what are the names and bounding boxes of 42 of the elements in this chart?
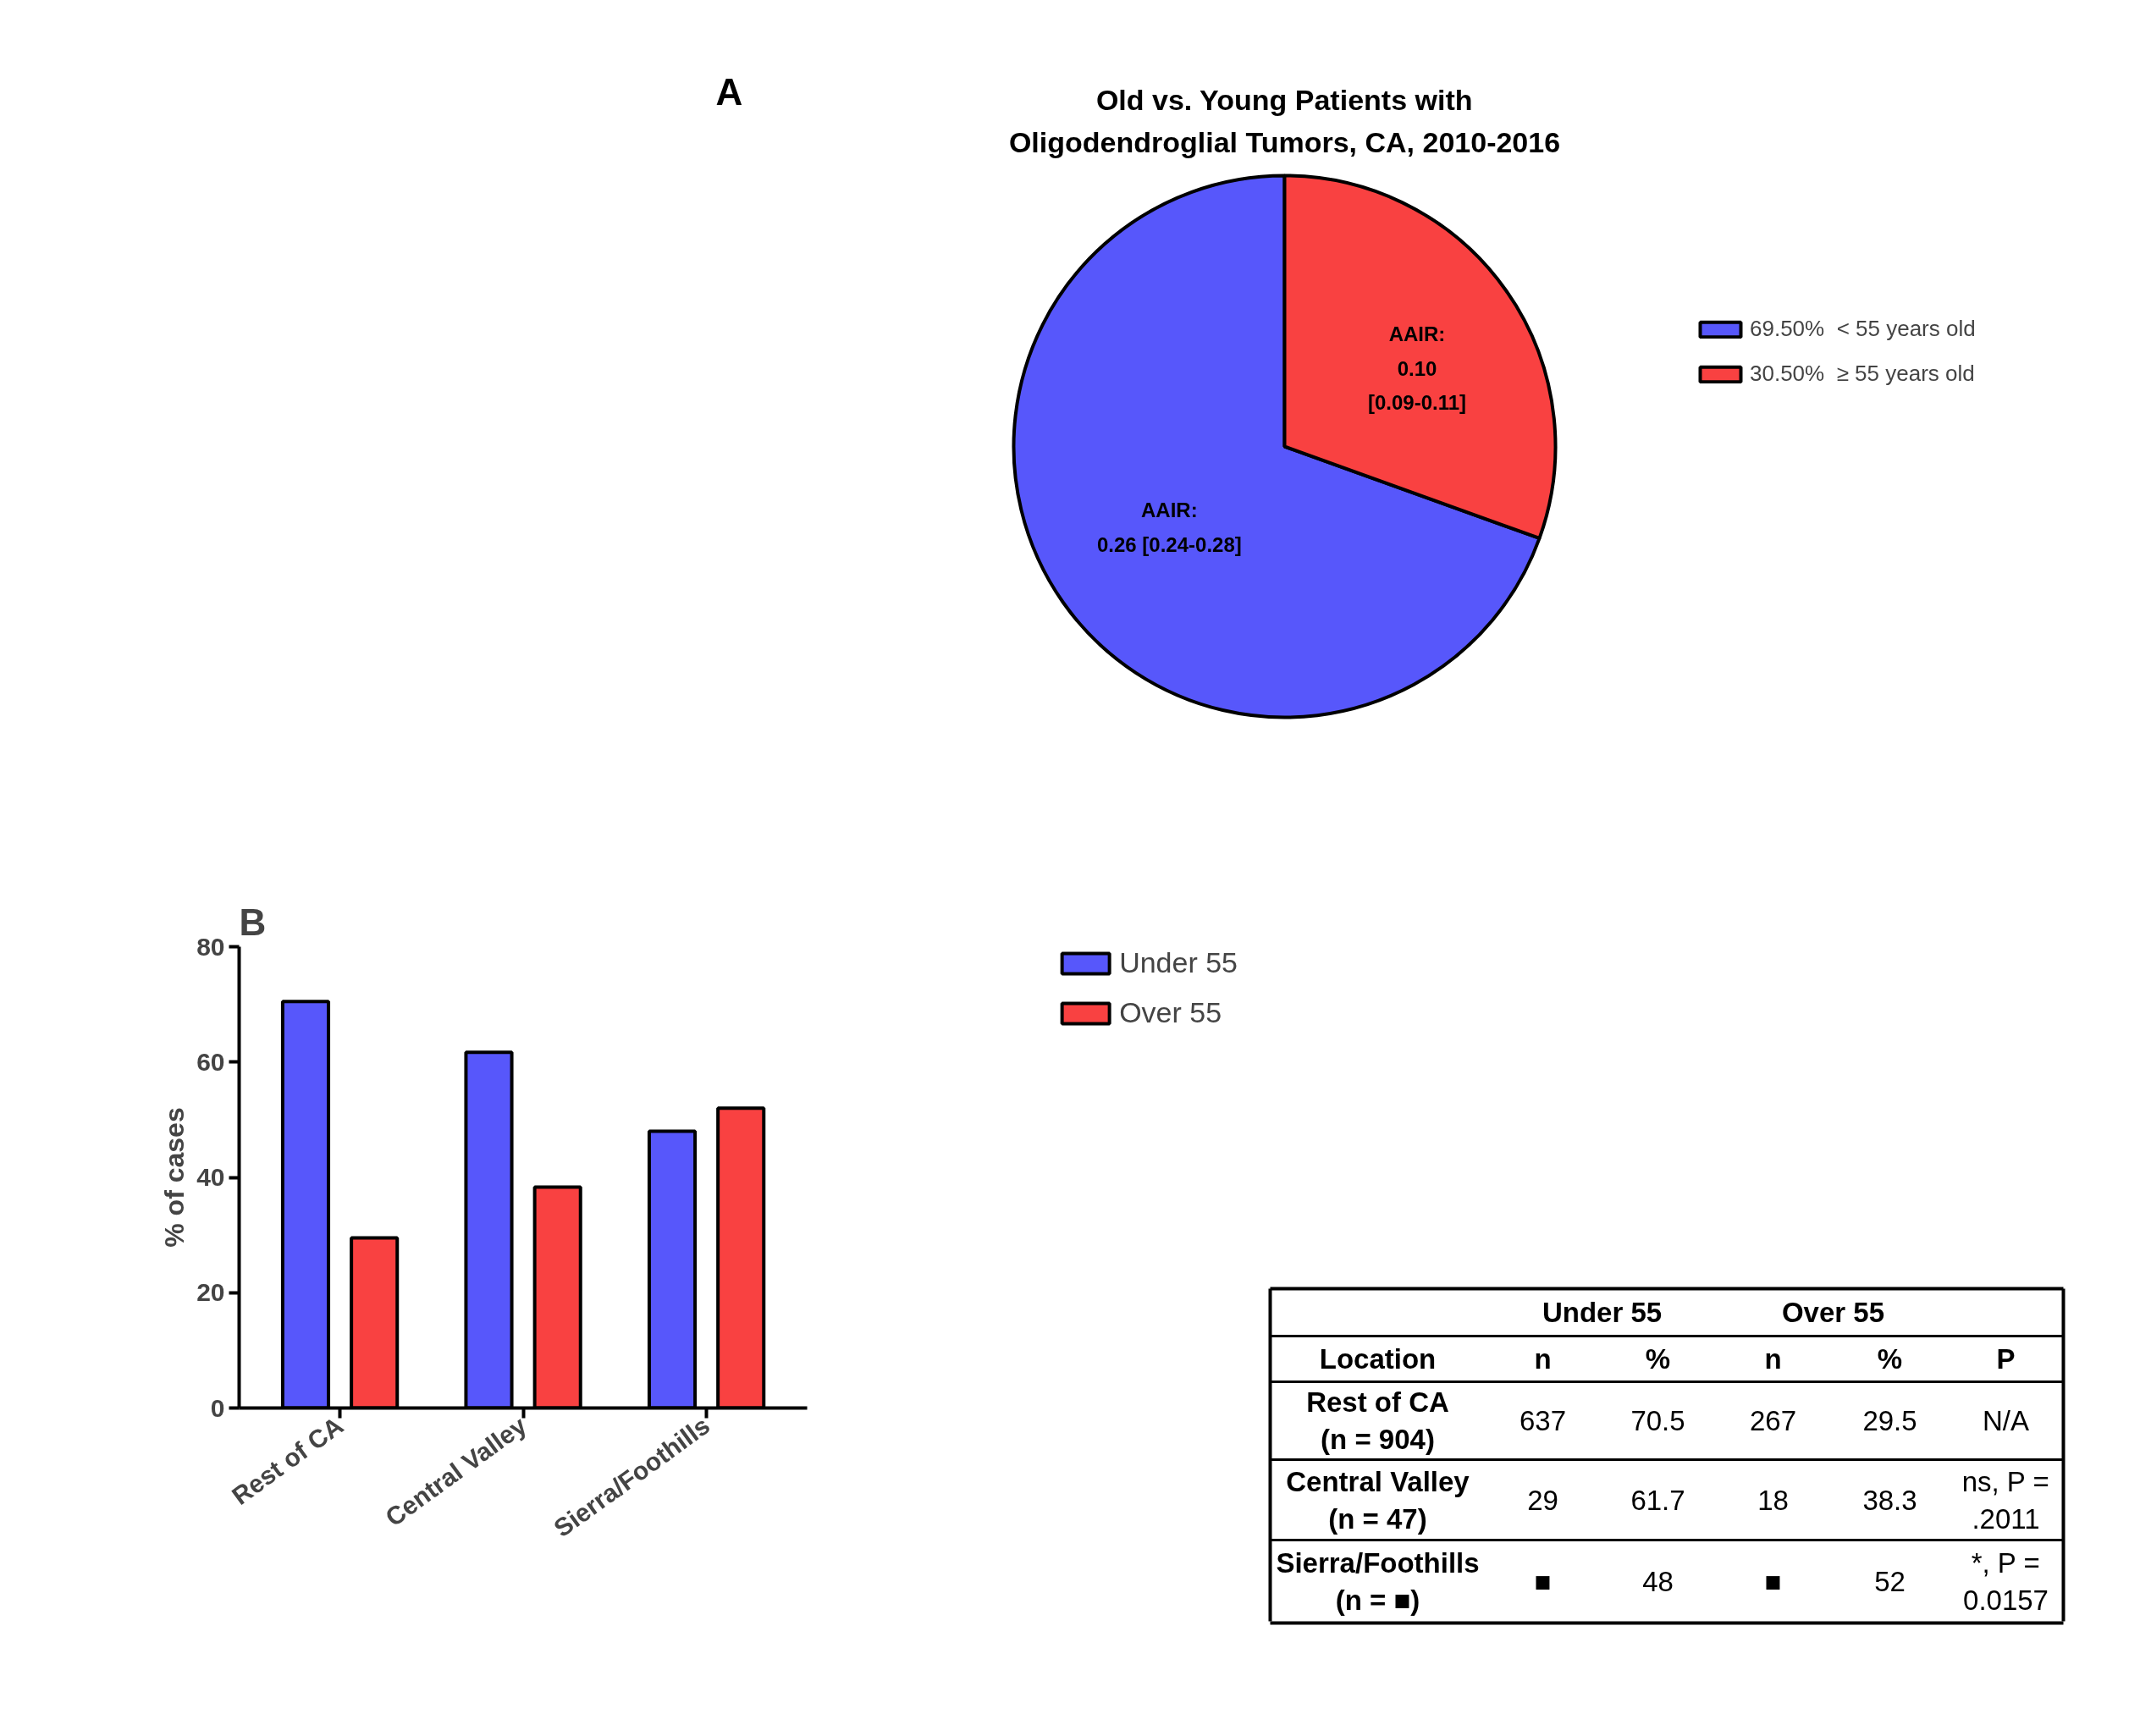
text: Under 55 <box>1542 1297 1663 1328</box>
legend-label: Over 55 <box>1119 996 1222 1029</box>
text: Rest of CA (n = 904) <box>1306 1386 1449 1456</box>
text: n <box>1764 1343 1782 1375</box>
text: A <box>715 70 743 113</box>
y-tick-label: 0 <box>210 1393 225 1422</box>
text: 29.5 <box>1862 1405 1917 1436</box>
text: 61.7 <box>1630 1485 1685 1516</box>
text: B <box>239 901 267 943</box>
text: AAIR: 0.10 [0.09-0.11] <box>1367 322 1467 415</box>
text: *, P = 0.0157 <box>1963 1546 2049 1617</box>
text: ■ <box>1764 1566 1782 1597</box>
text: 48 <box>1642 1566 1674 1597</box>
text: Sierra/Foothills (n = ■) <box>1276 1546 1480 1617</box>
legend-label: 69.50% < 55 years old <box>1750 316 1976 342</box>
text: 52 <box>1874 1566 1906 1597</box>
text: ■ <box>1534 1566 1552 1597</box>
text: Location <box>1319 1343 1437 1375</box>
legend-label: 30.50% ≥ 55 years old <box>1750 361 1975 387</box>
text: % <box>1645 1343 1671 1375</box>
text: 29 <box>1527 1485 1558 1516</box>
text: 70.5 <box>1630 1405 1685 1436</box>
text: Over 55 <box>1781 1297 1885 1328</box>
chart-title: Old vs. Young Patients with Oligodendroglial Tumors, CA, 2010-2016 <box>1008 83 1561 158</box>
text: P <box>1996 1343 2016 1375</box>
text: n <box>1534 1343 1552 1375</box>
legend-label: Under 55 <box>1119 946 1238 979</box>
y-axis-title: % of cases <box>159 1107 190 1248</box>
text: 267 <box>1749 1405 1797 1436</box>
y-tick-label: 20 <box>196 1278 225 1307</box>
text: 18 <box>1757 1485 1789 1516</box>
text: AAIR: 0.26 [0.24-0.28] <box>1096 499 1242 556</box>
x-tick-label: Rest of CA <box>226 1411 349 1510</box>
text: ns, P = .2011 <box>1961 1465 2049 1535</box>
text: 637 <box>1519 1405 1567 1436</box>
text: 38.3 <box>1862 1485 1917 1516</box>
y-tick-label: 80 <box>196 932 225 961</box>
text: % <box>1877 1343 1903 1375</box>
text: N/A <box>1982 1405 2030 1436</box>
text: Central Valley (n = 47) <box>1286 1465 1470 1535</box>
y-tick-label: 60 <box>196 1047 225 1076</box>
y-tick-label: 40 <box>196 1163 225 1191</box>
